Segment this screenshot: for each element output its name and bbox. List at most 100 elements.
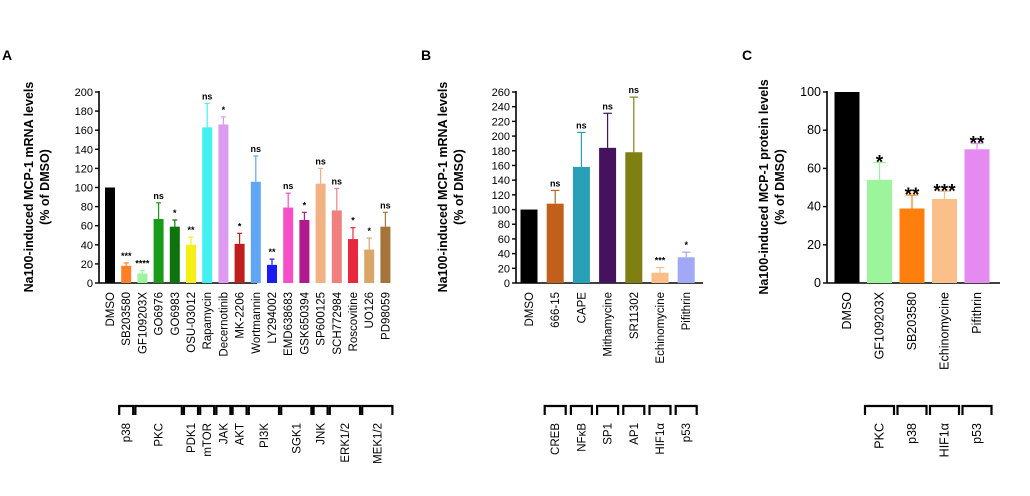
bar-echinomycine <box>932 198 957 283</box>
significance-label: * <box>876 153 884 174</box>
category-label: SP600125 <box>316 292 328 346</box>
y-axis-title: Na100-induced MCP-1 mRNA levels <box>436 82 450 293</box>
y-tick-label: 200 <box>75 87 93 99</box>
category-label: Mithamycine <box>603 292 615 357</box>
category-label: Pifithrin <box>970 292 984 334</box>
panel-label-b: B <box>421 47 431 63</box>
group-label: NFκB <box>576 423 588 452</box>
bar-cape <box>572 166 590 283</box>
group-label: SGK1 <box>291 423 303 454</box>
y-axis-subtitle: (% of DMSO) <box>773 149 787 225</box>
y-tick-label: 20 <box>807 238 821 252</box>
bar-uo126 <box>364 249 375 283</box>
significance-label: * <box>173 208 177 218</box>
category-label: SB203580 <box>905 292 919 350</box>
y-tick-label: 60 <box>498 234 510 246</box>
chart-panel-c: Na100-induced MCP-1 protein levels (% of … <box>757 79 1000 457</box>
group-bracket <box>961 404 993 415</box>
significance-label: ns <box>202 91 213 101</box>
bar-sr11302 <box>625 152 643 283</box>
group-bracket <box>569 404 593 415</box>
y-tick-label: 80 <box>81 202 93 214</box>
significance-label: ** <box>970 134 985 155</box>
bar-decernotinib <box>218 124 229 283</box>
y-tick-label: 160 <box>75 125 93 137</box>
y-tick-label: 140 <box>492 175 510 187</box>
category-label: Decernotinib <box>218 292 230 357</box>
y-tick-label: 40 <box>807 200 821 214</box>
significance-label: * <box>303 200 307 210</box>
y-tick-label: 120 <box>492 190 510 202</box>
bar-pd98059 <box>380 226 391 283</box>
y-tick-label: 100 <box>800 85 821 99</box>
y-tick-label: 100 <box>492 205 510 217</box>
category-label: DMSO <box>840 292 854 330</box>
group-bracket <box>231 404 248 415</box>
significance-label: * <box>367 226 371 236</box>
chart-panel-a: Na100-induced MCP-1 mRNA levels (% of DMS… <box>22 82 394 464</box>
bar-pifithrin <box>964 149 990 283</box>
bar-sch772984 <box>331 210 342 283</box>
group-label: SP1 <box>603 423 615 445</box>
category-label: MK-2206 <box>235 292 247 339</box>
y-tick-label: 40 <box>498 249 510 261</box>
y-tick-label: 80 <box>807 123 821 137</box>
y-axis-title: Na100-induced MCP-1 protein levels <box>757 79 771 294</box>
group-label: MEK1/2 <box>372 423 384 464</box>
category-label: OSU-03012 <box>186 292 198 353</box>
category-label: UO126 <box>364 292 376 328</box>
significance-label: ** <box>187 225 195 235</box>
category-label: Rapamycin <box>202 292 214 350</box>
bar-dmso <box>105 187 115 283</box>
y-tick-label: 80 <box>498 219 510 231</box>
significance-label: ns <box>332 176 343 186</box>
category-label: GSK650394 <box>299 291 311 354</box>
group-label: p53 <box>970 423 984 444</box>
group-label: HIF1α <box>938 423 952 457</box>
bar-roscovitine <box>348 239 358 283</box>
significance-label: **** <box>135 259 150 269</box>
group-bracket <box>596 404 620 415</box>
category-label: EMD638683 <box>283 292 295 356</box>
group-label: AP1 <box>629 423 641 445</box>
group-label: PDK1 <box>186 423 198 453</box>
y-tick-label: 0 <box>504 278 510 290</box>
y-tick-label: 140 <box>75 144 93 156</box>
y-tick-label: 100 <box>75 183 93 195</box>
bar-666-15 <box>546 203 564 283</box>
category-label: GF109203X <box>873 291 887 359</box>
category-label: GF109203X <box>137 292 149 354</box>
bar-go6983 <box>169 226 180 283</box>
group-label: PI3K <box>259 423 271 448</box>
group-label: PKC <box>873 423 887 449</box>
bar-dmso <box>520 209 538 283</box>
significance-label: * <box>222 105 226 115</box>
significance-label: ns <box>576 120 587 130</box>
bar-gf109203x <box>137 273 148 283</box>
significance-label: ns <box>629 85 640 95</box>
y-tick-label: 180 <box>492 146 510 158</box>
y-tick-label: 20 <box>81 259 93 271</box>
significance-label: * <box>238 221 242 231</box>
category-label: PD98059 <box>380 292 392 340</box>
significance-label: * <box>351 216 355 226</box>
group-bracket <box>199 404 216 415</box>
significance-label: ns <box>283 181 294 191</box>
group-bracket <box>118 404 135 415</box>
group-label: CREB <box>550 423 562 455</box>
bar-osu-03012 <box>186 244 196 283</box>
group-bracket <box>280 404 313 415</box>
group-label: mTOR <box>202 423 214 457</box>
panel-label-c: C <box>742 47 752 63</box>
bar-sb203580 <box>121 265 132 283</box>
bar-emd638683 <box>283 207 294 283</box>
group-bracket <box>896 404 928 415</box>
y-tick-label: 200 <box>492 131 510 143</box>
group-label: ERK1/2 <box>340 423 352 463</box>
category-label: LY294002 <box>267 292 279 344</box>
y-tick-label: 160 <box>492 160 510 172</box>
group-bracket <box>361 404 394 415</box>
category-label: Echinomycine <box>938 292 952 370</box>
y-tick-label: 0 <box>814 276 821 290</box>
bar-go6976 <box>153 219 164 283</box>
